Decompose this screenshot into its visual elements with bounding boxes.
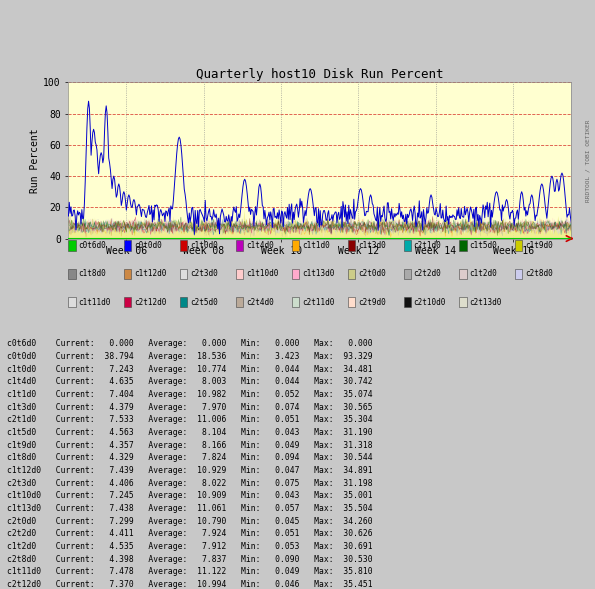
Text: c0t0d0    Current:  38.794   Average:  18.536   Min:   3.423   Max:  93.329: c0t0d0 Current: 38.794 Average: 18.536 M… bbox=[7, 352, 372, 361]
Text: c2t1d0: c2t1d0 bbox=[414, 241, 441, 250]
Text: c2t8d0    Current:   4.398   Average:   7.837   Min:   0.090   Max:  30.530: c2t8d0 Current: 4.398 Average: 7.837 Min… bbox=[7, 555, 372, 564]
Text: c1t9d0: c1t9d0 bbox=[525, 241, 553, 250]
Text: c1t11d0: c1t11d0 bbox=[79, 297, 111, 307]
Text: c1t8d0: c1t8d0 bbox=[79, 269, 107, 279]
Text: c2t0d0: c2t0d0 bbox=[358, 269, 386, 279]
Text: c1t10d0   Current:   7.245   Average:  10.909   Min:   0.043   Max:  35.001: c1t10d0 Current: 7.245 Average: 10.909 M… bbox=[7, 491, 372, 500]
Text: c2t4d0: c2t4d0 bbox=[246, 297, 274, 307]
Text: c2t12d0: c2t12d0 bbox=[134, 297, 167, 307]
Text: c2t3d0: c2t3d0 bbox=[190, 269, 218, 279]
Text: c2t8d0: c2t8d0 bbox=[525, 269, 553, 279]
Text: c2t9d0: c2t9d0 bbox=[358, 297, 386, 307]
Text: c1t9d0    Current:   4.357   Average:   8.166   Min:   0.049   Max:  31.318: c1t9d0 Current: 4.357 Average: 8.166 Min… bbox=[7, 441, 372, 449]
Text: c1t11d0   Current:   7.478   Average:  11.122   Min:   0.049   Max:  35.810: c1t11d0 Current: 7.478 Average: 11.122 M… bbox=[7, 567, 372, 576]
Text: c2t12d0   Current:   7.370   Average:  10.994   Min:   0.046   Max:  35.451: c2t12d0 Current: 7.370 Average: 10.994 M… bbox=[7, 580, 372, 589]
Text: c2t2d0: c2t2d0 bbox=[414, 269, 441, 279]
Text: c2t1d0    Current:   7.533   Average:  11.006   Min:   0.051   Max:  35.304: c2t1d0 Current: 7.533 Average: 11.006 Mi… bbox=[7, 415, 372, 424]
Text: c0t0d0: c0t0d0 bbox=[134, 241, 162, 250]
Text: c2t10d0: c2t10d0 bbox=[414, 297, 446, 307]
Text: c1t4d0: c1t4d0 bbox=[246, 241, 274, 250]
Text: RRDTOOL / TOBI OETIKER: RRDTOOL / TOBI OETIKER bbox=[585, 119, 590, 202]
Text: c1t12d0: c1t12d0 bbox=[134, 269, 167, 279]
Text: c1t8d0    Current:   4.329   Average:   7.824   Min:   0.094   Max:  30.544: c1t8d0 Current: 4.329 Average: 7.824 Min… bbox=[7, 454, 372, 462]
Text: c1t1d0: c1t1d0 bbox=[302, 241, 330, 250]
Text: c2t13d0: c2t13d0 bbox=[469, 297, 502, 307]
Text: c2t0d0    Current:   7.299   Average:  10.790   Min:   0.045   Max:  34.260: c2t0d0 Current: 7.299 Average: 10.790 Mi… bbox=[7, 517, 372, 525]
Text: c1t4d0    Current:   4.635   Average:   8.003   Min:   0.044   Max:  30.742: c1t4d0 Current: 4.635 Average: 8.003 Min… bbox=[7, 378, 372, 386]
Text: c0t6d0: c0t6d0 bbox=[79, 241, 107, 250]
Text: c1t0d0    Current:   7.243   Average:  10.774   Min:   0.044   Max:  34.481: c1t0d0 Current: 7.243 Average: 10.774 Mi… bbox=[7, 365, 372, 373]
Text: c1t3d0    Current:   4.379   Average:   7.970   Min:   0.074   Max:  30.565: c1t3d0 Current: 4.379 Average: 7.970 Min… bbox=[7, 403, 372, 412]
Text: c2t5d0: c2t5d0 bbox=[190, 297, 218, 307]
Text: c1t0d0: c1t0d0 bbox=[190, 241, 218, 250]
Text: c2t11d0: c2t11d0 bbox=[302, 297, 334, 307]
Text: c1t10d0: c1t10d0 bbox=[246, 269, 278, 279]
Text: c1t13d0   Current:   7.438   Average:  11.061   Min:   0.057   Max:  35.504: c1t13d0 Current: 7.438 Average: 11.061 M… bbox=[7, 504, 372, 513]
Text: c1t2d0    Current:   4.535   Average:   7.912   Min:   0.053   Max:  30.691: c1t2d0 Current: 4.535 Average: 7.912 Min… bbox=[7, 542, 372, 551]
Text: c2t2d0    Current:   4.411   Average:   7.924   Min:   0.051   Max:  30.626: c2t2d0 Current: 4.411 Average: 7.924 Min… bbox=[7, 530, 372, 538]
Text: c1t12d0   Current:   7.439   Average:  10.929   Min:   0.047   Max:  34.891: c1t12d0 Current: 7.439 Average: 10.929 M… bbox=[7, 466, 372, 475]
Text: c1t2d0: c1t2d0 bbox=[469, 269, 497, 279]
Text: c0t6d0    Current:   0.000   Average:   0.000   Min:   0.000   Max:   0.000: c0t6d0 Current: 0.000 Average: 0.000 Min… bbox=[7, 339, 372, 348]
Text: c1t5d0: c1t5d0 bbox=[469, 241, 497, 250]
Text: c1t1d0    Current:   7.404   Average:  10.982   Min:   0.052   Max:  35.074: c1t1d0 Current: 7.404 Average: 10.982 Mi… bbox=[7, 390, 372, 399]
Title: Quarterly host10 Disk Run Percent: Quarterly host10 Disk Run Percent bbox=[196, 68, 443, 81]
Text: c2t3d0    Current:   4.406   Average:   8.022   Min:   0.075   Max:  31.198: c2t3d0 Current: 4.406 Average: 8.022 Min… bbox=[7, 478, 372, 488]
Text: c1t5d0    Current:   4.563   Average:   8.104   Min:   0.043   Max:  31.190: c1t5d0 Current: 4.563 Average: 8.104 Min… bbox=[7, 428, 372, 437]
Text: c1t3d0: c1t3d0 bbox=[358, 241, 386, 250]
Y-axis label: Run Percent: Run Percent bbox=[30, 128, 40, 193]
Text: c1t13d0: c1t13d0 bbox=[302, 269, 334, 279]
